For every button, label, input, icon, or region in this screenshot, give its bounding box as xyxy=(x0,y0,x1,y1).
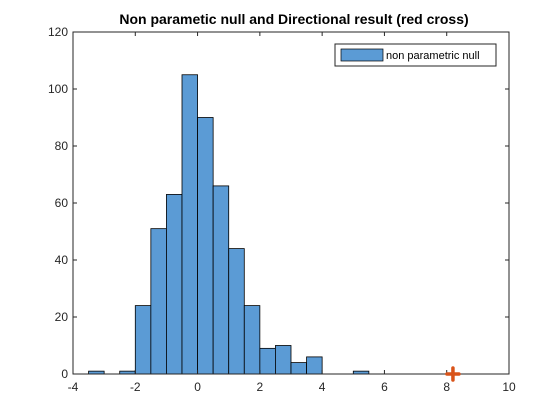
legend: non parametric null xyxy=(334,43,497,67)
x-tick-label: 0 xyxy=(194,380,201,394)
histogram-bar xyxy=(212,185,230,375)
bars-layer xyxy=(88,74,370,375)
histogram-bar xyxy=(150,228,167,375)
histogram-bar xyxy=(134,305,152,375)
chart-title: Non parametic null and Directional resul… xyxy=(119,11,468,27)
y-tick-label: 80 xyxy=(55,139,69,153)
x-tick-label: 6 xyxy=(381,380,388,394)
y-tick-label: 100 xyxy=(48,82,68,96)
histogram-bar xyxy=(197,117,214,375)
x-tick-label: 10 xyxy=(502,380,516,394)
histogram-bar xyxy=(306,356,323,375)
histogram-bar xyxy=(181,74,198,375)
y-tick-label: 120 xyxy=(48,25,68,39)
directional-result-marker xyxy=(445,366,461,382)
y-tick-label: 20 xyxy=(55,310,69,324)
histogram-bar xyxy=(243,305,261,375)
y-tick-label: 0 xyxy=(61,367,68,381)
marker-layer xyxy=(445,366,461,382)
histogram-bar xyxy=(166,194,183,375)
histogram-bar xyxy=(259,347,276,375)
x-tick-label: -2 xyxy=(130,380,141,394)
x-tick-label: 8 xyxy=(443,380,450,394)
histogram-bar xyxy=(228,248,245,375)
y-tick-label: 60 xyxy=(55,196,69,210)
histogram-bar xyxy=(275,345,292,375)
legend-label: non parametric null xyxy=(386,50,480,62)
x-tick-label: -4 xyxy=(68,380,79,394)
x-tick-label: 2 xyxy=(257,380,264,394)
x-tick-label: 4 xyxy=(319,380,326,394)
y-tick-label: 40 xyxy=(55,253,69,267)
histogram-bar xyxy=(290,362,307,375)
legend-swatch xyxy=(340,48,384,62)
